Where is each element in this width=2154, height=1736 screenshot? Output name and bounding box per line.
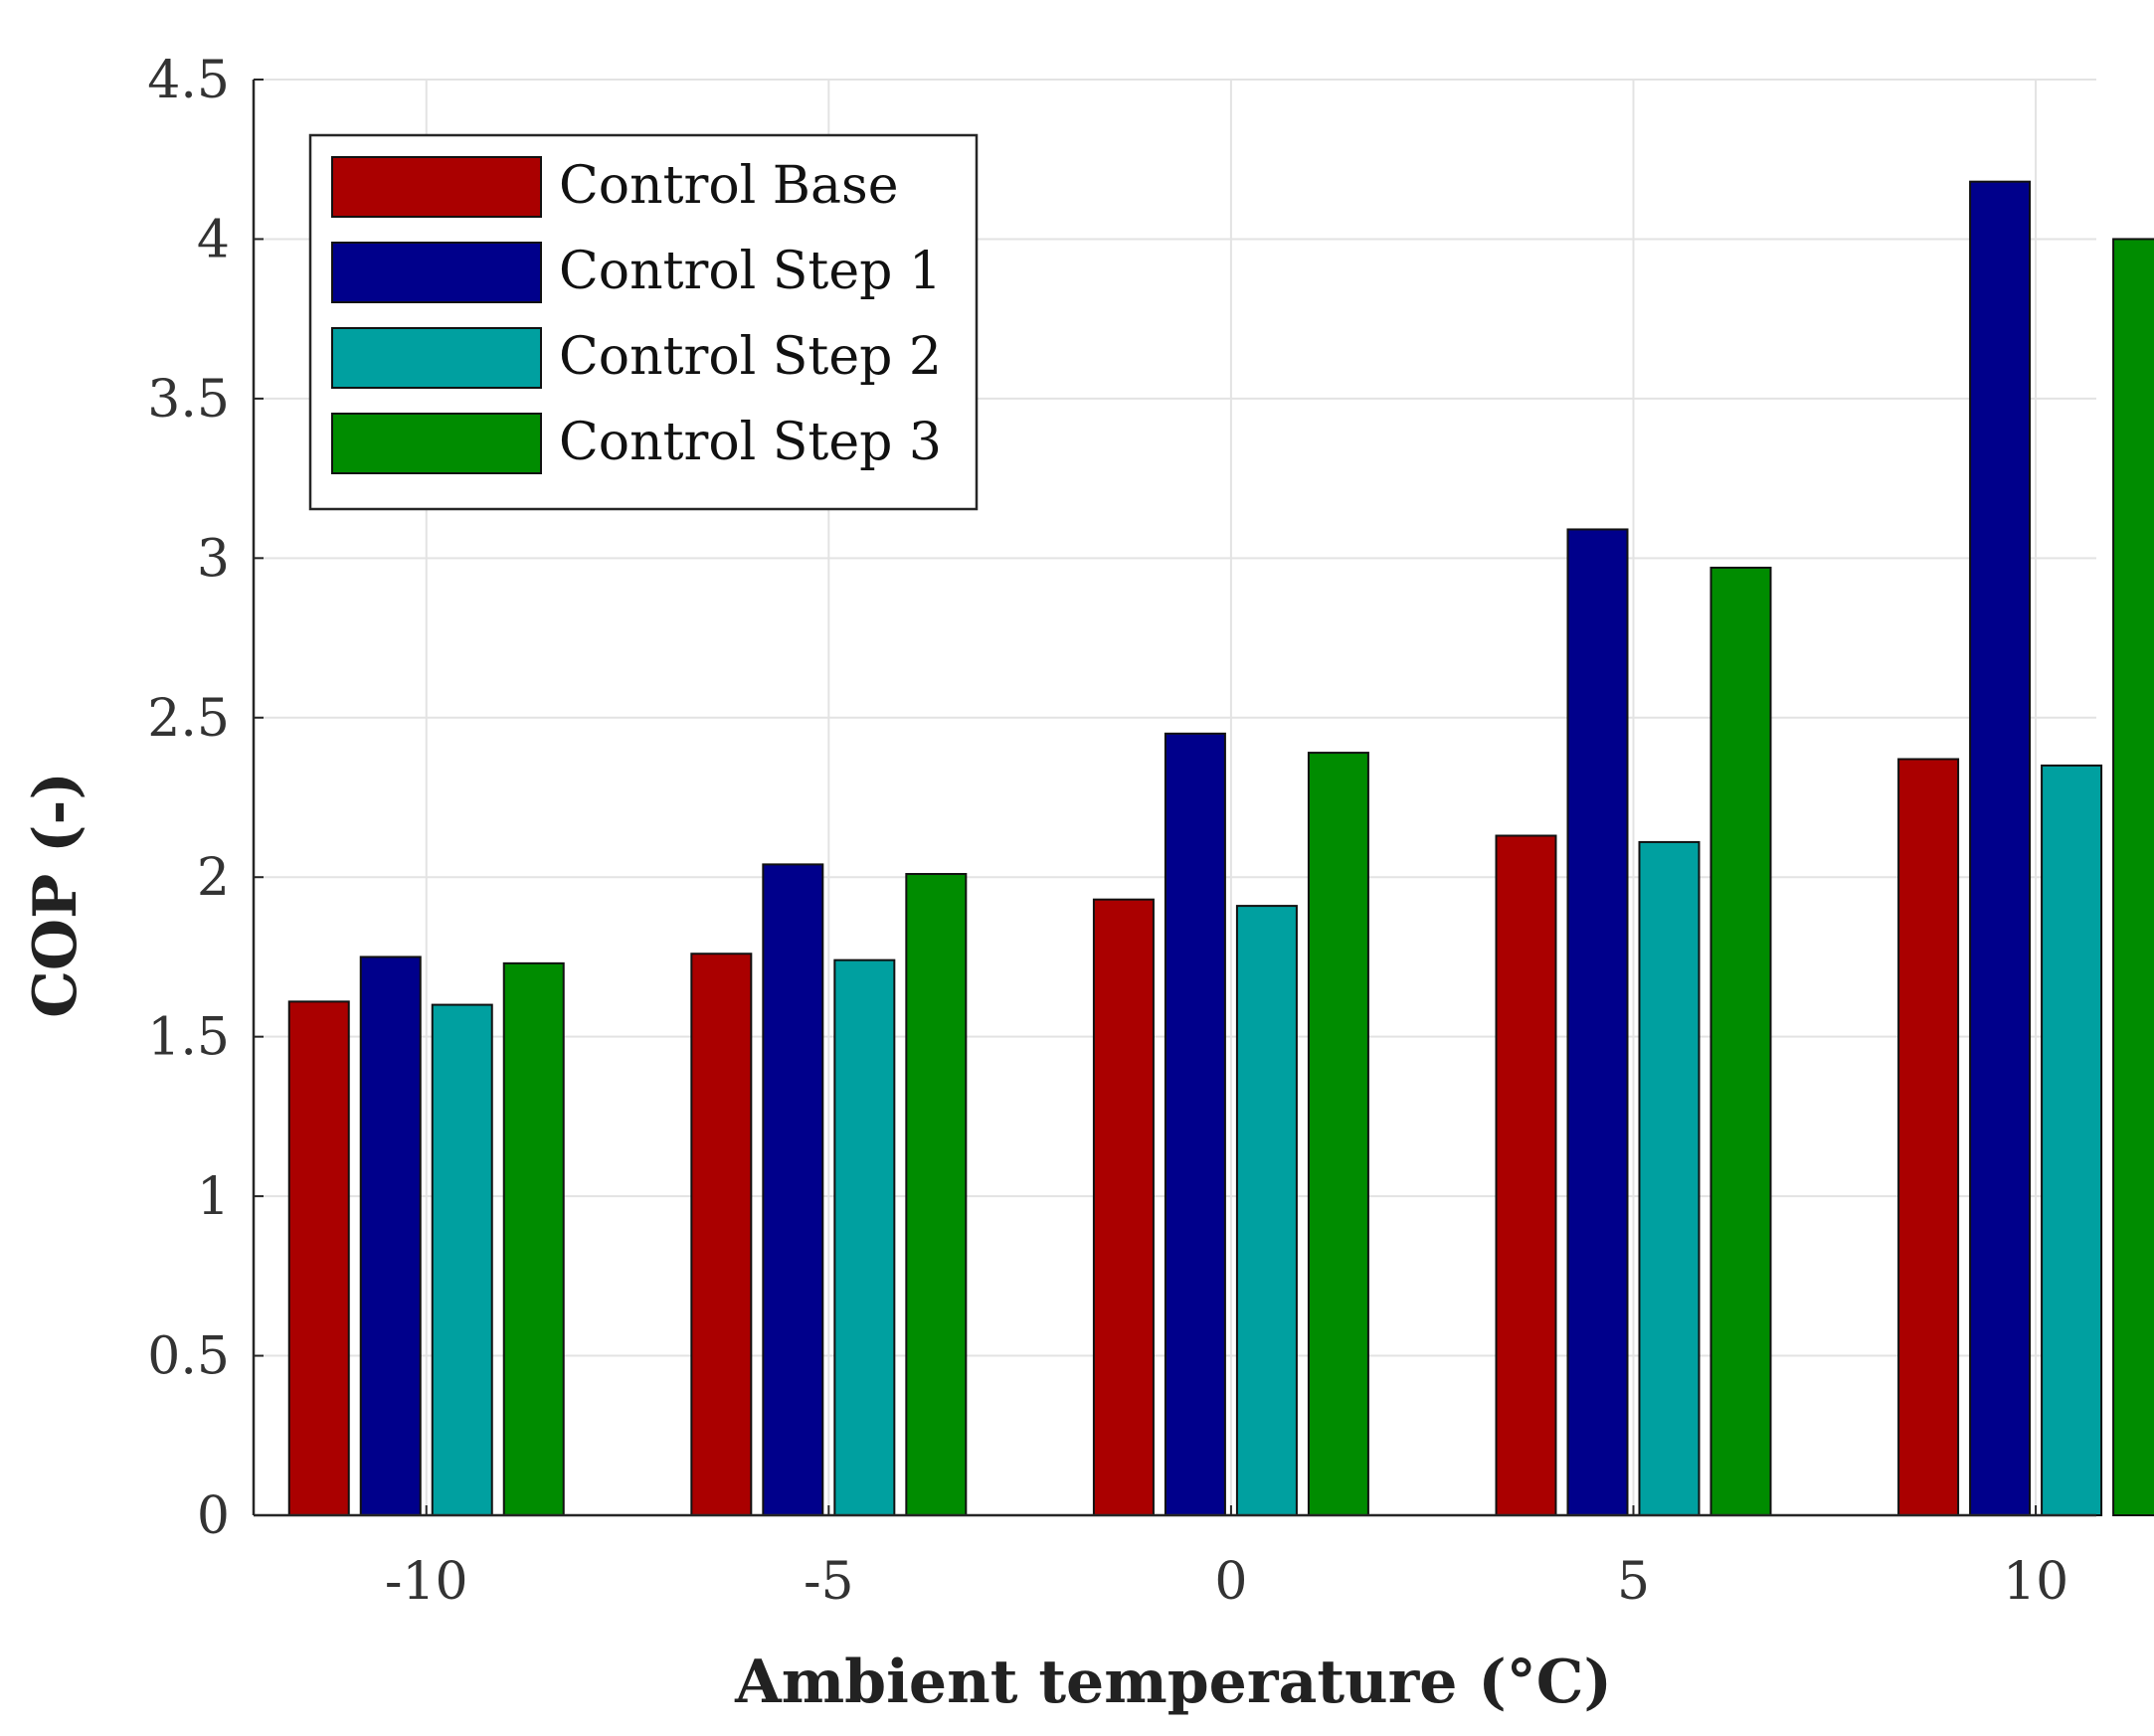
legend-swatch [331,242,542,303]
x-tick-label: -10 [385,1552,468,1612]
legend: Control Base Control Step 1 Control Step 2… [308,133,979,511]
legend-label: Control Step 2 [559,327,942,387]
bar-control-step-2-5 [1638,840,1701,1516]
bar-control-step-3-5 [1709,566,1772,1516]
legend-swatch [331,156,542,218]
bar-control-step-3--10 [502,961,565,1516]
x-tick-label: -5 [804,1552,854,1612]
bar-control-step-1--5 [762,863,824,1516]
bar-control-step-1-10 [1969,180,2032,1516]
bar-control-step-2-10 [2041,764,2103,1516]
x-tick-label: 5 [1617,1552,1650,1612]
legend-label: Control Base [559,156,898,216]
bars [287,180,2154,1516]
legend-label: Control Step 3 [559,413,942,472]
bar-control-step-3-10 [2112,238,2154,1516]
y-axis-title: COP (-) [21,772,90,1018]
y-tick-label: 2 [197,848,230,908]
x-axis-ticks: -10 -5 0 5 10 [385,1505,2068,1612]
y-tick-label: 0.5 [147,1327,230,1387]
y-tick-label: 2.5 [147,689,230,749]
bar-control-step-3-0 [1307,752,1369,1516]
bar-control-step-1-0 [1164,732,1226,1516]
bar-control-step-3--5 [905,873,968,1516]
x-axis-title: Ambient temperature (°C) [734,1648,1612,1717]
y-tick-label: 3 [197,529,230,589]
bar-control-base-0 [1092,898,1155,1516]
y-tick-label: 1.5 [147,1008,230,1068]
y-tick-label: 4.5 [147,51,230,110]
bar-control-base-10 [1897,758,1960,1516]
legend-swatch [331,413,542,474]
x-tick-label: 10 [2003,1552,2068,1612]
y-axis-ticks: 0 0.5 1 1.5 2 2.5 3 3.5 4 4.5 [147,51,264,1546]
y-tick-label: 1 [197,1167,230,1227]
bar-control-base--5 [690,953,753,1516]
bar-control-step-2--5 [833,958,896,1516]
bar-control-base-5 [1495,834,1557,1516]
y-tick-label: 4 [197,210,230,269]
bar-control-step-2-0 [1235,905,1298,1516]
legend-label: Control Step 1 [559,242,942,301]
bar-control-base--10 [287,1000,350,1516]
legend-swatch [331,327,542,389]
y-tick-label: 3.5 [147,370,230,430]
y-tick-label: 0 [197,1486,230,1546]
bar-control-step-1--10 [359,955,422,1516]
axes [252,80,2096,1517]
bar-control-step-1-5 [1566,528,1629,1516]
bar-control-step-2--10 [431,1003,493,1516]
x-tick-label: 0 [1214,1552,1247,1612]
